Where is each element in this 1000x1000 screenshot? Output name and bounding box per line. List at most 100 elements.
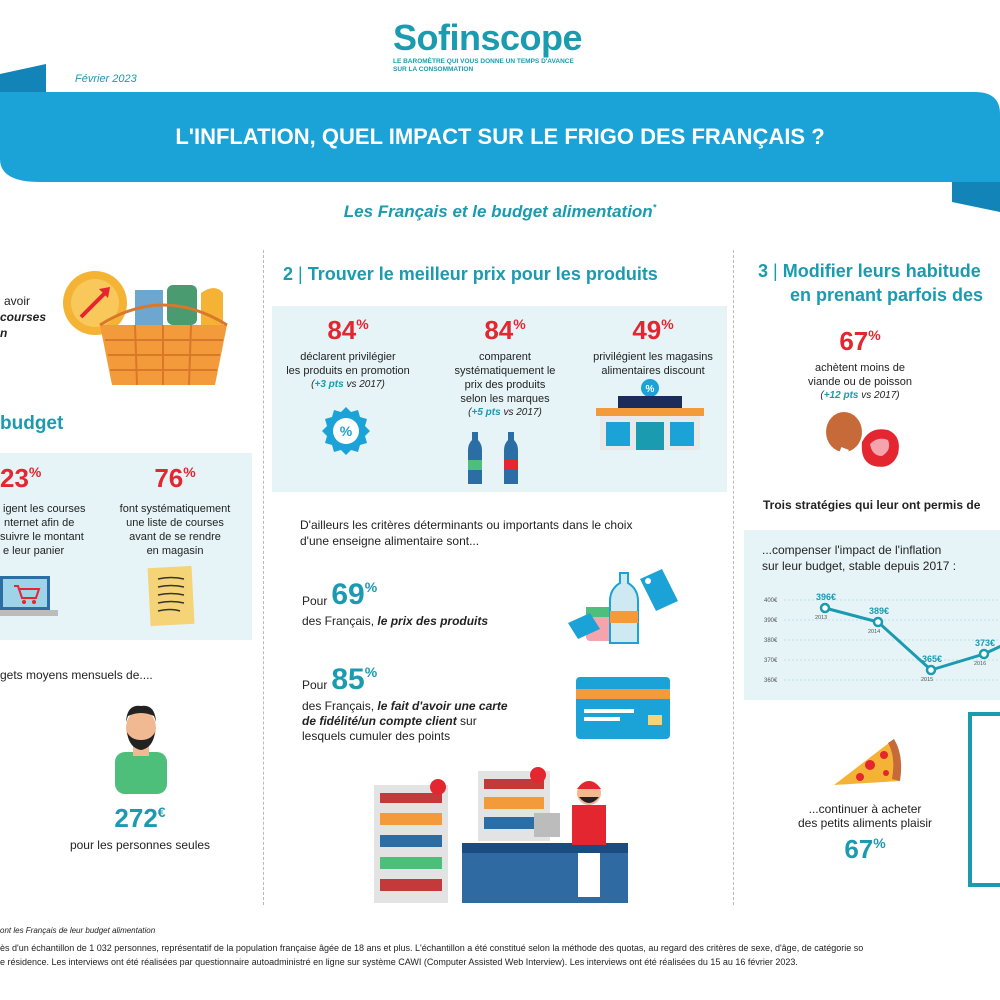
stat-value: 84% (327, 317, 368, 343)
footer-method-1: ès d'un échantillon de 1 032 personnes, … (0, 943, 864, 953)
criteria-prefix: des Français, (302, 699, 378, 713)
treat-value: 67% (844, 836, 885, 862)
delta-open: ( (820, 390, 824, 401)
col2-heading-text: Trouver le meilleur prix pour les produi… (307, 264, 658, 284)
amount-number: 272 (114, 803, 158, 833)
report-date: Février 2023 (75, 73, 137, 85)
stat-unit: % (661, 316, 674, 332)
stat2-line1: font systématiquement (119, 503, 231, 515)
strategies-heading: Trois stratégies qui leur ont permis de (763, 498, 981, 512)
criteria-bold: le prix des produits (377, 614, 489, 628)
meat-icon (826, 412, 899, 475)
criteria-bold: de fidélité/un compte client (302, 714, 457, 728)
col1-monthly-intro: gets moyens mensuels de.... (0, 668, 153, 682)
data-label: 365€ (922, 654, 942, 664)
y-tick-label: 390€ (764, 618, 778, 624)
stat-value: 76% (154, 465, 195, 491)
treat-unit: % (873, 835, 886, 851)
discount-store-icon: % (596, 379, 704, 450)
col3-heading-sep: | (773, 261, 778, 281)
stat-line: selon les marques (460, 393, 550, 405)
stat-number: 76 (154, 463, 184, 493)
stat-line: systématiquement le (454, 365, 556, 377)
col2-stat1: 84% déclarent privilégier les produits e… (273, 317, 423, 392)
stat-delta: (+3 pts vs 2017) (273, 378, 423, 392)
divider-left (263, 250, 264, 905)
delta-vs: vs 2017) (500, 407, 542, 418)
data-label: 396€ (816, 592, 836, 602)
col1-frag-b: courses (0, 310, 47, 324)
stat-unit: % (183, 464, 196, 480)
delta-value: +5 pts (471, 407, 501, 418)
col3-heading: 3 | Modifier leurs habitude en prenant p… (758, 259, 983, 307)
stat-unit: % (28, 464, 42, 480)
y-tick-label: 370€ (764, 658, 778, 664)
col3-treat: ...continuer à acheter des petits alimen… (780, 802, 950, 863)
pizza-icon (834, 739, 902, 785)
col1-stat2: 76% font systématiquement une liste de c… (105, 465, 245, 558)
loyalty-card-icon (576, 677, 670, 739)
stat-unit: % (513, 316, 526, 332)
laptop-cart-icon (0, 576, 58, 616)
bottles-icon (468, 432, 518, 484)
stat-line: privilégient les magasins (593, 351, 713, 363)
criteria-loyalty-line2: de fidélité/un compte client sur (302, 714, 508, 729)
delta-open: ( (468, 407, 472, 418)
col3-chart-panel (744, 530, 1000, 700)
person-avatar-icon (115, 705, 167, 794)
data-point (925, 664, 937, 676)
treat-number: 67 (844, 834, 874, 864)
criteria-loyalty-head: Pour 85% (302, 665, 508, 695)
delta-vs: vs 2017) (343, 379, 385, 390)
footer-note: ont les Français de leur budget alimenta… (0, 926, 156, 935)
col2-heading-sep: | (298, 264, 303, 284)
budget-line-chart: 400€ 390€ 380€ 370€ 360€ 396€ 2013 389€ 2014 365€… (764, 592, 1000, 684)
criteria-value: 69% (331, 580, 377, 610)
subtitle-mark: * (652, 202, 657, 213)
chart-intro-1: ...compenser l'impact de l'inflation (762, 543, 942, 557)
criteria-price-head: Pour 69% (302, 580, 488, 610)
stat-line: comparent (479, 351, 531, 363)
col2-heading: 2 | Trouver le meilleur prix pour les pr… (283, 264, 658, 285)
col2-heading-num: 2 (283, 264, 294, 284)
x-tick-label: 2016 (974, 661, 986, 667)
stat-number: 23 (0, 463, 29, 493)
delta-vs: vs 2017) (858, 390, 900, 401)
x-tick-label: 2013 (815, 615, 827, 621)
col1-frag-a: avoir (4, 294, 31, 308)
stat2-line2: une liste de courses (126, 517, 224, 529)
logo-text: Sofinscope (393, 17, 583, 58)
col3-heading-num: 3 (758, 261, 769, 281)
data-label: 389€ (869, 606, 889, 616)
chart-intro-2: sur leur budget, stable depuis 2017 : (762, 559, 957, 573)
amount-unit: € (157, 804, 166, 820)
data-label: 373€ (975, 638, 995, 648)
stat-number: 84 (484, 315, 514, 345)
delta-value: +3 pts (314, 379, 344, 390)
stat-number: 67 (839, 326, 869, 356)
divider-right (733, 250, 734, 905)
stat2-line4: en magasin (146, 545, 204, 557)
col3-side-box (968, 712, 1000, 887)
stat-line: les produits en promotion (286, 365, 410, 377)
title-banner (0, 64, 1000, 212)
chart-intro: ...compenser l'impact de l'inflation sur… (762, 542, 956, 574)
logo-tagline-2: SUR LA CONSOMMATION (393, 66, 474, 73)
col1-frag-c: n (0, 326, 8, 340)
svg-text:%: % (340, 423, 353, 439)
criteria-price: Pour 69% des Français, le prix des produ… (302, 580, 488, 629)
stat-line: alimentaires discount (601, 365, 705, 377)
stat1-line1: igent les courses (3, 503, 86, 515)
shopping-basket-icon (63, 271, 228, 386)
criteria-bold: le fait d'avoir une carte (377, 699, 508, 713)
page-subtitle: Les Français et le budget alimentation* (0, 202, 1000, 222)
criteria-price-text: des Français, le prix des produits (302, 614, 488, 628)
delta-open: ( (311, 379, 315, 390)
criteria-unit: % (364, 579, 378, 595)
col1-heading: budget (0, 413, 64, 434)
criteria-pour: Pour (302, 678, 328, 692)
stat-number: 84 (327, 315, 357, 345)
criteria-suffix: sur (456, 714, 477, 728)
criteria-number: 69 (331, 578, 365, 611)
stat-value: 67% (839, 328, 880, 354)
